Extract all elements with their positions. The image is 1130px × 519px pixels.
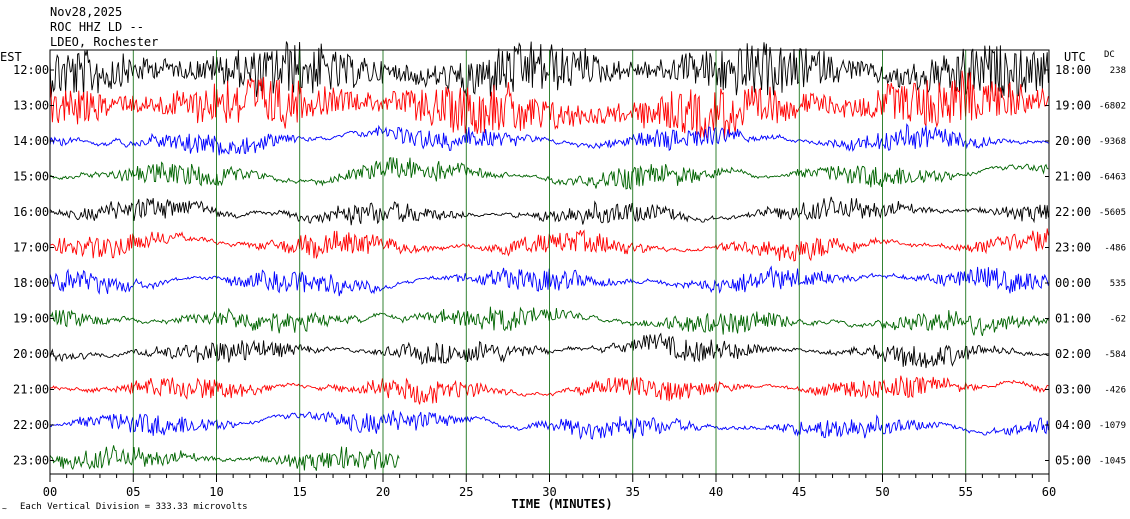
- est-hour-label: 15:00: [13, 170, 49, 184]
- dc-offset-label: -6802: [1099, 102, 1126, 112]
- est-hour-label: 13:00: [13, 99, 49, 113]
- trace-row-2300: [49, 445, 400, 471]
- x-axis-title: TIME (MINUTES): [511, 497, 612, 511]
- dc-offset-label: 535: [1110, 279, 1126, 289]
- x-tick-label: 45: [792, 485, 806, 499]
- x-tick-label: 15: [293, 485, 307, 499]
- left-axis-label: EST: [0, 50, 22, 64]
- dc-offset-label: -62: [1110, 315, 1126, 325]
- est-hour-labels: 12:00 13:00 14:00 15:00 16:00 17:00 18:00 19:00…: [13, 63, 54, 468]
- utc-hour-label: 23:00: [1055, 241, 1091, 255]
- est-hour-label: 21:00: [13, 383, 49, 397]
- utc-hour-label: 20:00: [1055, 134, 1091, 148]
- utc-hour-label: 22:00: [1055, 205, 1091, 219]
- utc-hour-label: 04:00: [1055, 418, 1091, 432]
- utc-hour-label: 02:00: [1055, 347, 1091, 361]
- utc-hour-label: 19:00: [1055, 99, 1091, 113]
- dc-offset-label: -426: [1104, 386, 1126, 396]
- est-hour-label: 23:00: [13, 454, 49, 468]
- header-network: LDEO, Rochester: [50, 35, 158, 49]
- est-hour-label: 16:00: [13, 205, 49, 219]
- dc-offset-label: -6463: [1099, 173, 1126, 183]
- x-tick-label: 00: [43, 485, 57, 499]
- dc-offset-label: 238: [1110, 66, 1126, 76]
- utc-hour-label: 21:00: [1055, 170, 1091, 184]
- dc-offset-label: -1045: [1099, 457, 1126, 467]
- est-hour-label: 17:00: [13, 241, 49, 255]
- footer-note: Each Vertical Division = 333.33 microvol…: [20, 502, 248, 512]
- est-hour-label: 18:00: [13, 276, 49, 290]
- dc-offset-labels: 238 -6802 -9368 -6463 -5605 -486 535 -62 -584 -42…: [1099, 66, 1126, 467]
- utc-hour-labels: 18:00 19:00 20:00 21:00 22:00 23:00 00:00 01:00…: [1045, 63, 1091, 468]
- x-tick-label: 60: [1042, 485, 1056, 499]
- right-axis-label: UTC: [1064, 50, 1086, 64]
- dc-offset-label: -5605: [1099, 208, 1126, 218]
- utc-hour-label: 03:00: [1055, 383, 1091, 397]
- dc-offset-label: -584: [1104, 350, 1126, 360]
- utc-hour-label: 00:00: [1055, 276, 1091, 290]
- header-station: ROC HHZ LD --: [50, 20, 144, 34]
- x-tick-label: 25: [459, 485, 473, 499]
- x-tick-label: 55: [959, 485, 973, 499]
- x-tick-label: 05: [126, 485, 140, 499]
- x-axis-ticks: 00 05 10 15 20 25 30 35 40 45 50 55 60: [43, 474, 1056, 499]
- dc-offset-label: -486: [1104, 244, 1126, 254]
- est-hour-label: 14:00: [13, 134, 49, 148]
- x-tick-label: 40: [709, 485, 723, 499]
- x-tick-label: 50: [875, 485, 889, 499]
- utc-hour-label: 01:00: [1055, 312, 1091, 326]
- est-hour-label: 20:00: [13, 347, 49, 361]
- dc-offset-label: -9368: [1099, 137, 1126, 147]
- utc-hour-label: 05:00: [1055, 454, 1091, 468]
- x-tick-label: 10: [209, 485, 223, 499]
- est-hour-label: 19:00: [13, 312, 49, 326]
- header-date: Nov28,2025: [50, 5, 122, 19]
- dc-offset-label: -1079: [1099, 421, 1126, 431]
- est-hour-label: 22:00: [13, 418, 49, 432]
- x-tick-label: 20: [376, 485, 390, 499]
- x-tick-label: 35: [626, 485, 640, 499]
- footer-marker: ~: [2, 504, 7, 513]
- minute-gridlines: [132, 50, 967, 474]
- utc-hour-label: 18:00: [1055, 63, 1091, 77]
- x-tick-label: 30: [542, 485, 556, 499]
- est-hour-label: 12:00: [13, 63, 49, 77]
- dc-label: DC: [1104, 50, 1115, 60]
